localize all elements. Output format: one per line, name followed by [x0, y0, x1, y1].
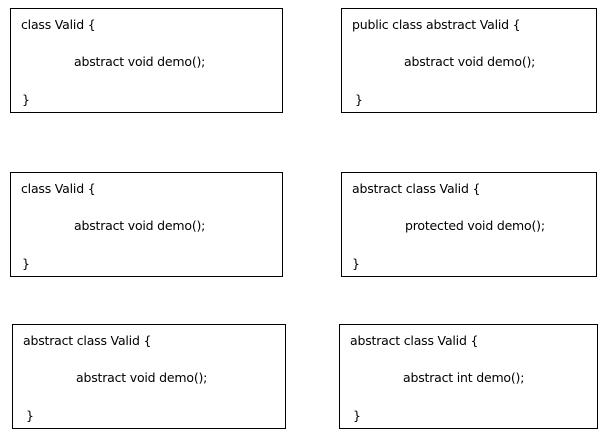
code-box-4: abstract class Valid { protected void de… — [341, 172, 597, 277]
code-line-class-declaration: abstract class Valid { — [23, 333, 152, 348]
code-line-method-declaration: abstract int demo(); — [403, 370, 525, 385]
code-line-method-declaration: abstract void demo(); — [74, 218, 206, 233]
code-box-2: public class abstract Valid { abstract v… — [341, 8, 597, 113]
code-line-method-declaration: protected void demo(); — [405, 218, 545, 233]
code-box-6: abstract class Valid { abstract int demo… — [339, 324, 598, 429]
code-box-5: abstract class Valid { abstract void dem… — [12, 324, 286, 429]
code-line-closing-brace: } — [352, 256, 360, 271]
code-line-class-declaration: abstract class Valid { — [352, 181, 481, 196]
code-line-closing-brace: } — [355, 92, 363, 107]
code-line-closing-brace: } — [26, 408, 34, 423]
code-line-class-declaration: abstract class Valid { — [350, 333, 479, 348]
code-line-method-declaration: abstract void demo(); — [74, 54, 206, 69]
code-box-1: class Valid { abstract void demo(); } — [10, 8, 283, 113]
code-line-class-declaration: class Valid { — [21, 17, 96, 32]
code-line-class-declaration: class Valid { — [21, 181, 96, 196]
code-line-closing-brace: } — [22, 256, 30, 271]
code-line-closing-brace: } — [22, 92, 30, 107]
code-box-3: class Valid { abstract void demo(); } — [10, 172, 283, 277]
code-line-method-declaration: abstract void demo(); — [404, 54, 536, 69]
code-line-class-declaration: public class abstract Valid { — [352, 17, 521, 32]
code-line-method-declaration: abstract void demo(); — [76, 370, 208, 385]
code-line-closing-brace: } — [353, 408, 361, 423]
